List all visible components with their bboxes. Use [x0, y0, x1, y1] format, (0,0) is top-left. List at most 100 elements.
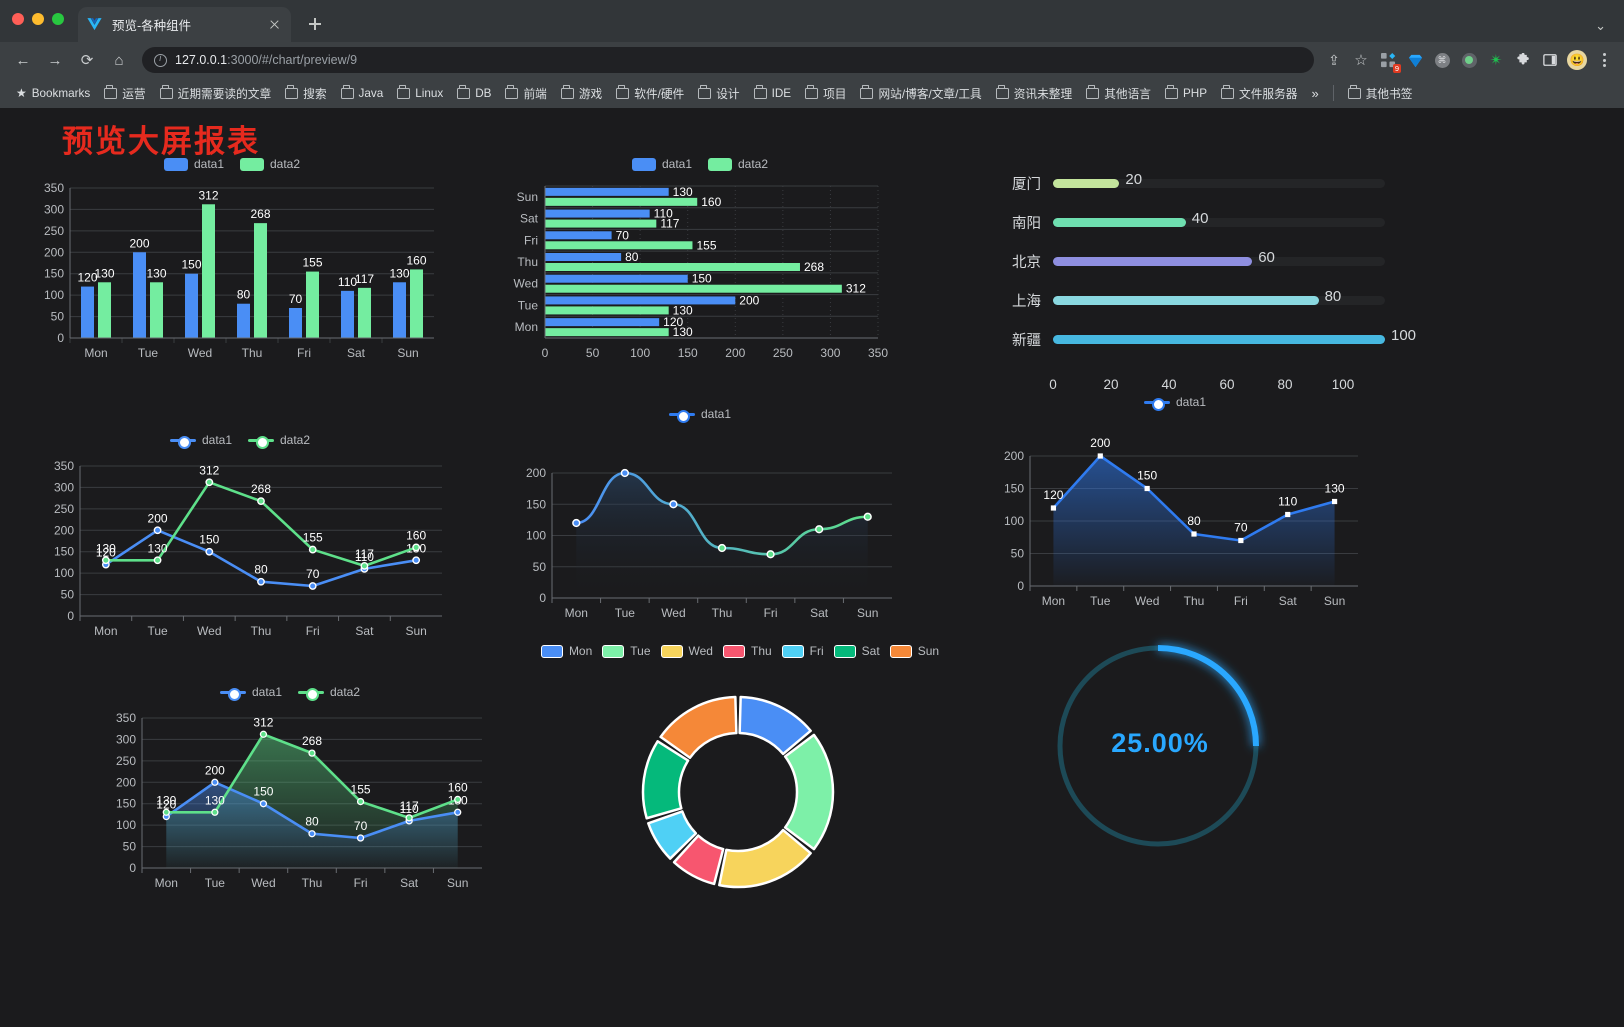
- svg-text:300: 300: [54, 480, 74, 494]
- side-panel-icon[interactable]: [1538, 48, 1562, 72]
- profile-avatar-icon[interactable]: 😃: [1565, 48, 1589, 72]
- bookmark-folder[interactable]: 软件/硬件: [610, 82, 690, 105]
- bookmark-folder[interactable]: IDE: [748, 84, 797, 103]
- legend-item-data1[interactable]: data1: [219, 685, 282, 701]
- svg-text:150: 150: [253, 785, 273, 799]
- bookmark-folder[interactable]: 其他语言: [1080, 82, 1157, 105]
- bookmarks-overflow-button[interactable]: »: [1311, 85, 1319, 101]
- puzzle-extension-icon[interactable]: [1511, 48, 1535, 72]
- close-window-button[interactable]: [12, 13, 24, 25]
- bookmark-folder[interactable]: 前端: [499, 82, 552, 105]
- svg-text:150: 150: [44, 267, 64, 281]
- bookmark-folder[interactable]: 运营: [98, 82, 151, 105]
- site-info-icon[interactable]: [154, 53, 167, 67]
- legend-item-data1[interactable]: data1: [631, 157, 692, 171]
- bookmark-folder[interactable]: 文件服务器: [1215, 82, 1303, 105]
- legend-label: data1: [700, 407, 732, 421]
- svg-text:50: 50: [533, 560, 547, 574]
- bookmark-folder[interactable]: PHP: [1159, 84, 1213, 103]
- bookmark-star-icon[interactable]: ☆: [1354, 52, 1368, 69]
- bookmark-folder[interactable]: 项目: [799, 82, 852, 105]
- minimize-window-button[interactable]: [32, 13, 44, 25]
- svg-text:Sun: Sun: [447, 876, 468, 890]
- svg-text:Sat: Sat: [520, 212, 539, 226]
- svg-text:80: 80: [237, 288, 251, 302]
- legend-label: data2: [280, 433, 311, 447]
- green-circle-icon[interactable]: [1457, 48, 1481, 72]
- svg-text:Fri: Fri: [764, 606, 778, 620]
- maximize-window-button[interactable]: [52, 13, 64, 25]
- reload-button[interactable]: ⟳: [80, 52, 94, 69]
- chart-canvas: [1057, 645, 1259, 847]
- legend-item-data2[interactable]: data2: [708, 157, 768, 171]
- other-bookmarks-folder[interactable]: 其他书签: [1342, 82, 1419, 105]
- folder-icon: [560, 85, 574, 99]
- legend-item-mon[interactable]: Mon: [540, 644, 592, 658]
- legend-item-tue[interactable]: Tue: [602, 644, 651, 658]
- legend-label: Wed: [688, 644, 713, 658]
- bookmark-folder[interactable]: Linux: [391, 84, 449, 103]
- svg-text:110: 110: [654, 207, 673, 221]
- progress-bar-label: 上海: [1012, 293, 1041, 310]
- close-icon[interactable]: [266, 16, 283, 33]
- bookmark-folder[interactable]: 设计: [692, 82, 745, 105]
- share-icon[interactable]: ⇪: [1328, 51, 1340, 68]
- legend-item-data1[interactable]: data1: [668, 407, 732, 423]
- svg-text:Tue: Tue: [138, 346, 159, 360]
- legend-item-data2[interactable]: data2: [240, 157, 300, 171]
- svg-text:Sat: Sat: [1279, 594, 1298, 608]
- bookmark-folder[interactable]: DB: [451, 84, 497, 103]
- legend-item-data1[interactable]: data1: [1143, 395, 1206, 411]
- bookmark-folder[interactable]: 近期需要读的文章: [154, 82, 278, 105]
- legend-line-marker: [219, 686, 246, 701]
- legend-item-data1[interactable]: data1: [163, 157, 224, 171]
- diamond-icon[interactable]: [1403, 48, 1427, 72]
- legend-item-thu[interactable]: Thu: [722, 644, 772, 658]
- chevron-down-icon[interactable]: ⌄: [1595, 18, 1606, 33]
- legend-item-data2[interactable]: data2: [248, 433, 311, 449]
- folder-icon: [1086, 85, 1100, 99]
- legend-label: Sun: [917, 644, 940, 658]
- new-tab-button[interactable]: [301, 10, 329, 38]
- chrome-menu-icon[interactable]: [1592, 48, 1616, 72]
- svg-text:300: 300: [820, 346, 840, 360]
- svg-text:160: 160: [448, 780, 468, 794]
- svg-text:312: 312: [253, 715, 273, 729]
- svg-text:200: 200: [1090, 436, 1110, 450]
- svg-text:0: 0: [67, 609, 74, 623]
- address-bar[interactable]: 127.0.0.1:3000/#/chart/preview/9: [142, 47, 1314, 73]
- window-controls[interactable]: [12, 13, 64, 25]
- forward-button[interactable]: →: [47, 51, 63, 69]
- back-button[interactable]: ←: [15, 51, 31, 69]
- folder-icon: [505, 85, 519, 99]
- home-button[interactable]: ⌂: [114, 51, 124, 69]
- command-gear-icon[interactable]: ⌘: [1430, 48, 1454, 72]
- legend-item-data2[interactable]: data2: [298, 685, 360, 701]
- folder-icon: [698, 85, 712, 99]
- legend-item-fri[interactable]: Fri: [781, 644, 824, 658]
- bookmark-folder[interactable]: 资讯未整理: [990, 82, 1078, 105]
- legend-label: data1: [661, 157, 692, 171]
- legend-line-marker: [298, 686, 324, 701]
- bookmark-folder[interactable]: Java: [335, 84, 390, 103]
- legend-item-wed[interactable]: Wed: [660, 644, 713, 658]
- bookmark-folder[interactable]: 网站/博客/文章/工具: [854, 82, 987, 105]
- legend-item-sun[interactable]: Sun: [889, 644, 940, 658]
- svg-text:200: 200: [725, 346, 745, 360]
- bookmark-folder[interactable]: 游戏: [555, 82, 608, 105]
- legend-item-data1[interactable]: data1: [169, 433, 232, 449]
- svg-text:300: 300: [44, 202, 64, 216]
- bookmark-root[interactable]: ★ Bookmarks: [10, 83, 96, 103]
- progress-bar-track: 20: [1053, 171, 1385, 188]
- legend-item-sat[interactable]: Sat: [833, 644, 880, 658]
- toolbar-actions: ⇪ ☆ 9 ⌘ ✴ 😃: [1322, 48, 1616, 73]
- svg-text:350: 350: [44, 181, 64, 195]
- browser-tab[interactable]: 预览-各种组件: [78, 7, 291, 42]
- bookmark-folder[interactable]: 搜索: [279, 82, 332, 105]
- extension-grid-icon[interactable]: 9: [1376, 48, 1401, 73]
- gauge-value-label: 25.00%: [1111, 728, 1209, 758]
- folder-icon: [1347, 85, 1361, 99]
- progress-bar-value: 100: [1391, 326, 1417, 344]
- green-star-icon[interactable]: ✴: [1489, 52, 1503, 69]
